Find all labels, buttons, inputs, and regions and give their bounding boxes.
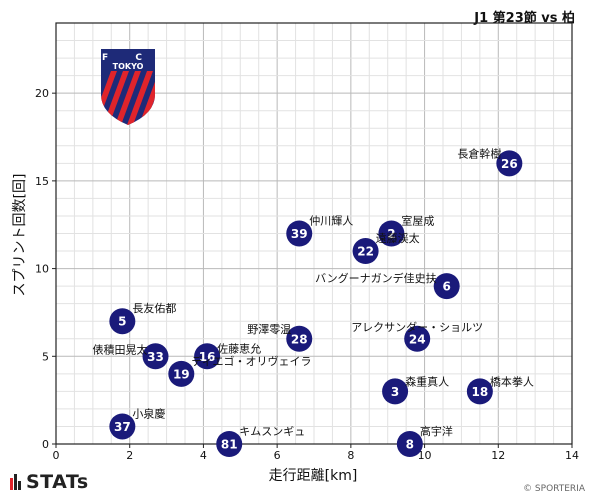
- x-tick-label: 2: [126, 449, 133, 462]
- player-number: 16: [199, 350, 216, 364]
- player-name-label: 森重真人: [405, 374, 449, 388]
- y-tick-label: 5: [42, 350, 49, 363]
- player-name-label: アレクサンダー・ショルツ: [351, 320, 483, 334]
- player-marker: [382, 378, 409, 405]
- player-marker: [109, 308, 136, 335]
- player-name-label: バングーナガンデ佳史扶: [315, 271, 437, 285]
- player-name-label: 高宇洋: [420, 424, 453, 438]
- crest-stripe: [103, 71, 129, 125]
- copyright: © SPORTERIA: [523, 484, 585, 494]
- player-number: 3: [391, 385, 399, 399]
- player-number: 26: [501, 157, 518, 171]
- player-name-label: 長友佑都: [132, 301, 176, 315]
- stats-bars-icon: [10, 473, 22, 495]
- player-number: 28: [291, 332, 308, 346]
- y-tick-label: 20: [35, 87, 49, 100]
- player-point: 5 長友佑都: [109, 301, 176, 335]
- player-marker: [352, 238, 379, 265]
- player-number: 5: [118, 315, 126, 329]
- player-name-label: 佐藤恵允: [217, 341, 261, 355]
- player-marker: [378, 220, 405, 247]
- grid: [55, 22, 573, 445]
- player-name-label: 長倉幹樹: [457, 146, 501, 160]
- player-marker: [216, 431, 243, 457]
- crest-stripe: [139, 71, 155, 125]
- y-axis-label: スプリント回数[回]: [12, 174, 28, 297]
- player-name-label: 橋本拳人: [490, 374, 534, 388]
- player-marker: [109, 413, 136, 440]
- crest-text-top: F C: [102, 53, 154, 63]
- player-point: 2 室屋成: [378, 214, 434, 247]
- player-marker: [194, 343, 221, 370]
- player-name-label: 室屋成: [401, 214, 434, 228]
- x-tick-label: 0: [53, 449, 60, 462]
- player-number: 6: [443, 280, 451, 294]
- player-point: 8 高宇洋: [396, 424, 453, 457]
- crest-text-mid: TOKYO: [113, 62, 144, 71]
- crest-stripe: [127, 71, 153, 125]
- match-title: J1 第23節 vs 柏: [474, 11, 575, 26]
- player-number: 22: [357, 245, 374, 259]
- player-number: 39: [291, 227, 308, 241]
- player-number: 2: [387, 227, 395, 241]
- plot-frame: [55, 22, 573, 445]
- player-marker: [286, 220, 313, 247]
- player-name-label: 仲川輝人: [309, 214, 353, 228]
- x-tick-label: 12: [491, 449, 505, 462]
- player-number: 19: [173, 367, 190, 381]
- y-tick-label: 0: [42, 438, 49, 451]
- player-marker: [142, 343, 169, 370]
- player-number: 8: [406, 438, 414, 452]
- player-number: 33: [147, 350, 164, 364]
- player-name-label: 野澤零温: [247, 323, 291, 336]
- player-marker: [404, 325, 431, 352]
- x-tick-label: 10: [418, 449, 432, 462]
- player-marker: [168, 360, 195, 387]
- player-marker: [396, 431, 423, 457]
- player-marker: [466, 378, 493, 405]
- player-number: 18: [472, 385, 489, 399]
- player-marker: [433, 273, 460, 300]
- x-tick-label: 8: [347, 449, 354, 462]
- player-name-label: キムスンギュ: [239, 425, 305, 438]
- player-number: 37: [114, 420, 131, 434]
- player-name-label: 遠藤渓太: [376, 232, 420, 245]
- x-tick-label: 6: [274, 449, 281, 462]
- x-axis-label: 走行距離[km]: [269, 467, 358, 484]
- crest-stripe: [115, 71, 141, 125]
- player-number: 81: [221, 438, 238, 452]
- player-name-label: ディエゴ・オリヴェイラ: [191, 354, 311, 368]
- player-number: 24: [409, 332, 426, 346]
- y-tick-label: 15: [35, 175, 49, 188]
- player-name-label: 小泉慶: [132, 406, 165, 420]
- player-name-label: 俵積田晃太: [93, 342, 148, 356]
- player-marker: [496, 150, 523, 177]
- y-tick-label: 10: [35, 263, 49, 276]
- x-tick-label: 4: [200, 449, 207, 462]
- stats-logo-text: STATs: [26, 471, 89, 493]
- x-tick-label: 14: [565, 449, 579, 462]
- player-point: 6 バングーナガンデ佳史扶: [315, 271, 460, 300]
- stats-logo: STATs: [10, 471, 89, 495]
- crest-stripe: [101, 71, 117, 125]
- crest-stripes: [101, 71, 155, 125]
- player-point: 3 森重真人: [382, 374, 449, 405]
- player-marker: [286, 325, 313, 352]
